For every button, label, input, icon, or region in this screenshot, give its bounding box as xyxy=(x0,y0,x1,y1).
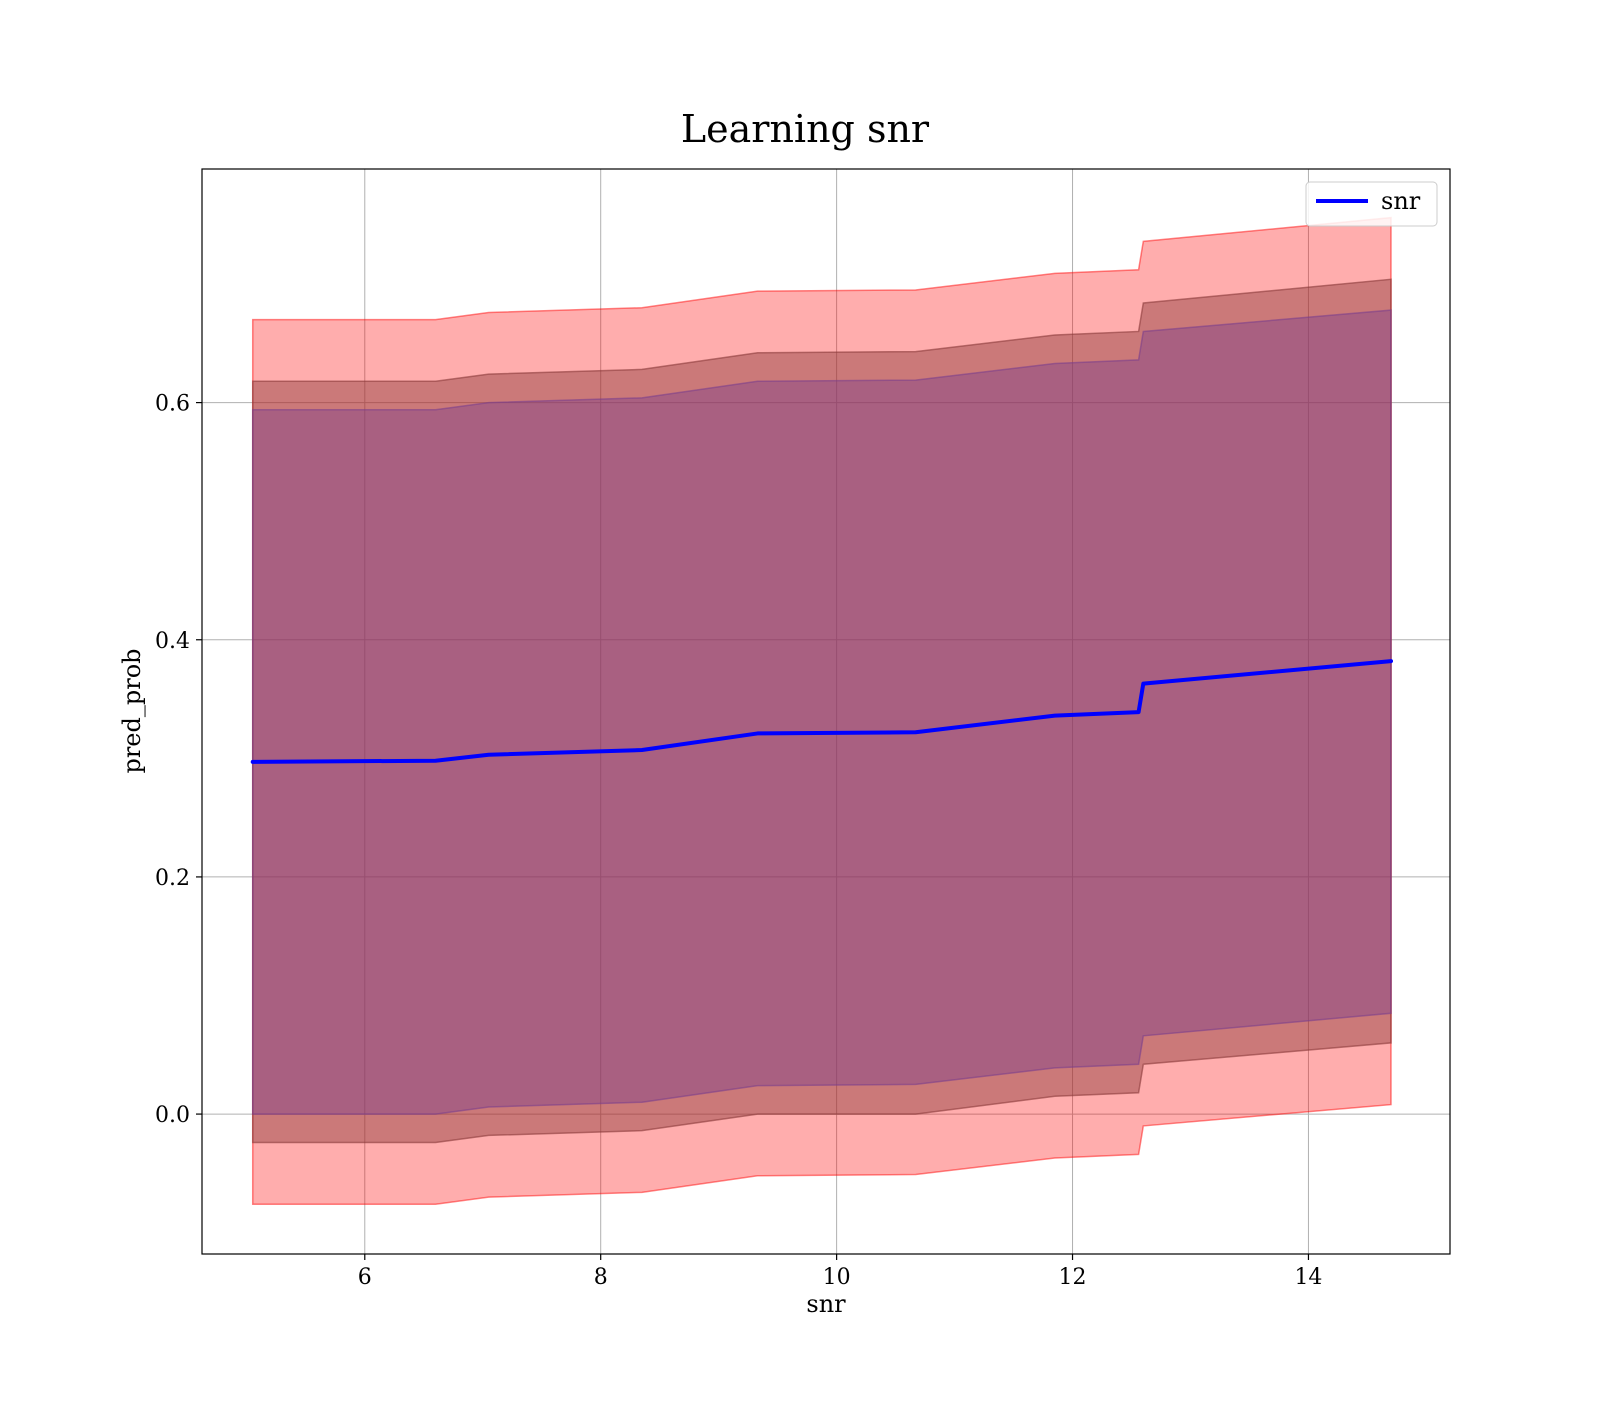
series-line-snr xyxy=(250,659,1394,764)
plot-frame xyxy=(201,168,1451,1255)
x-tick-label: 8 xyxy=(594,1265,608,1290)
y-tick-label: 0.6 xyxy=(155,392,190,417)
confidence-band xyxy=(251,216,1392,1205)
x-tick-label: 14 xyxy=(1294,1265,1322,1290)
confidence-band xyxy=(251,309,1392,1115)
x-tick-label: 12 xyxy=(1059,1265,1087,1290)
y-tick-label: 0.2 xyxy=(155,866,190,891)
legend: snr xyxy=(1305,181,1438,227)
x-tick-label: 6 xyxy=(358,1265,372,1290)
confidence-bands xyxy=(251,216,1392,1205)
legend-box xyxy=(1305,181,1438,227)
x-axis-label: snr xyxy=(806,1290,846,1318)
x-tick-label: 10 xyxy=(823,1265,851,1290)
series-lines xyxy=(250,659,1394,764)
chart-title: Learning snr xyxy=(681,107,930,151)
y-tick-label: 0.4 xyxy=(155,629,190,654)
y-axis-label: pred_prob xyxy=(118,648,146,773)
axis-ticks: 6 8 10 12 14 0.0 0.2 0.4 0.6 xyxy=(155,392,1322,1290)
y-tick-label: 0.0 xyxy=(155,1103,190,1128)
legend-label: snr xyxy=(1381,187,1421,215)
confidence-band xyxy=(251,278,1392,1144)
